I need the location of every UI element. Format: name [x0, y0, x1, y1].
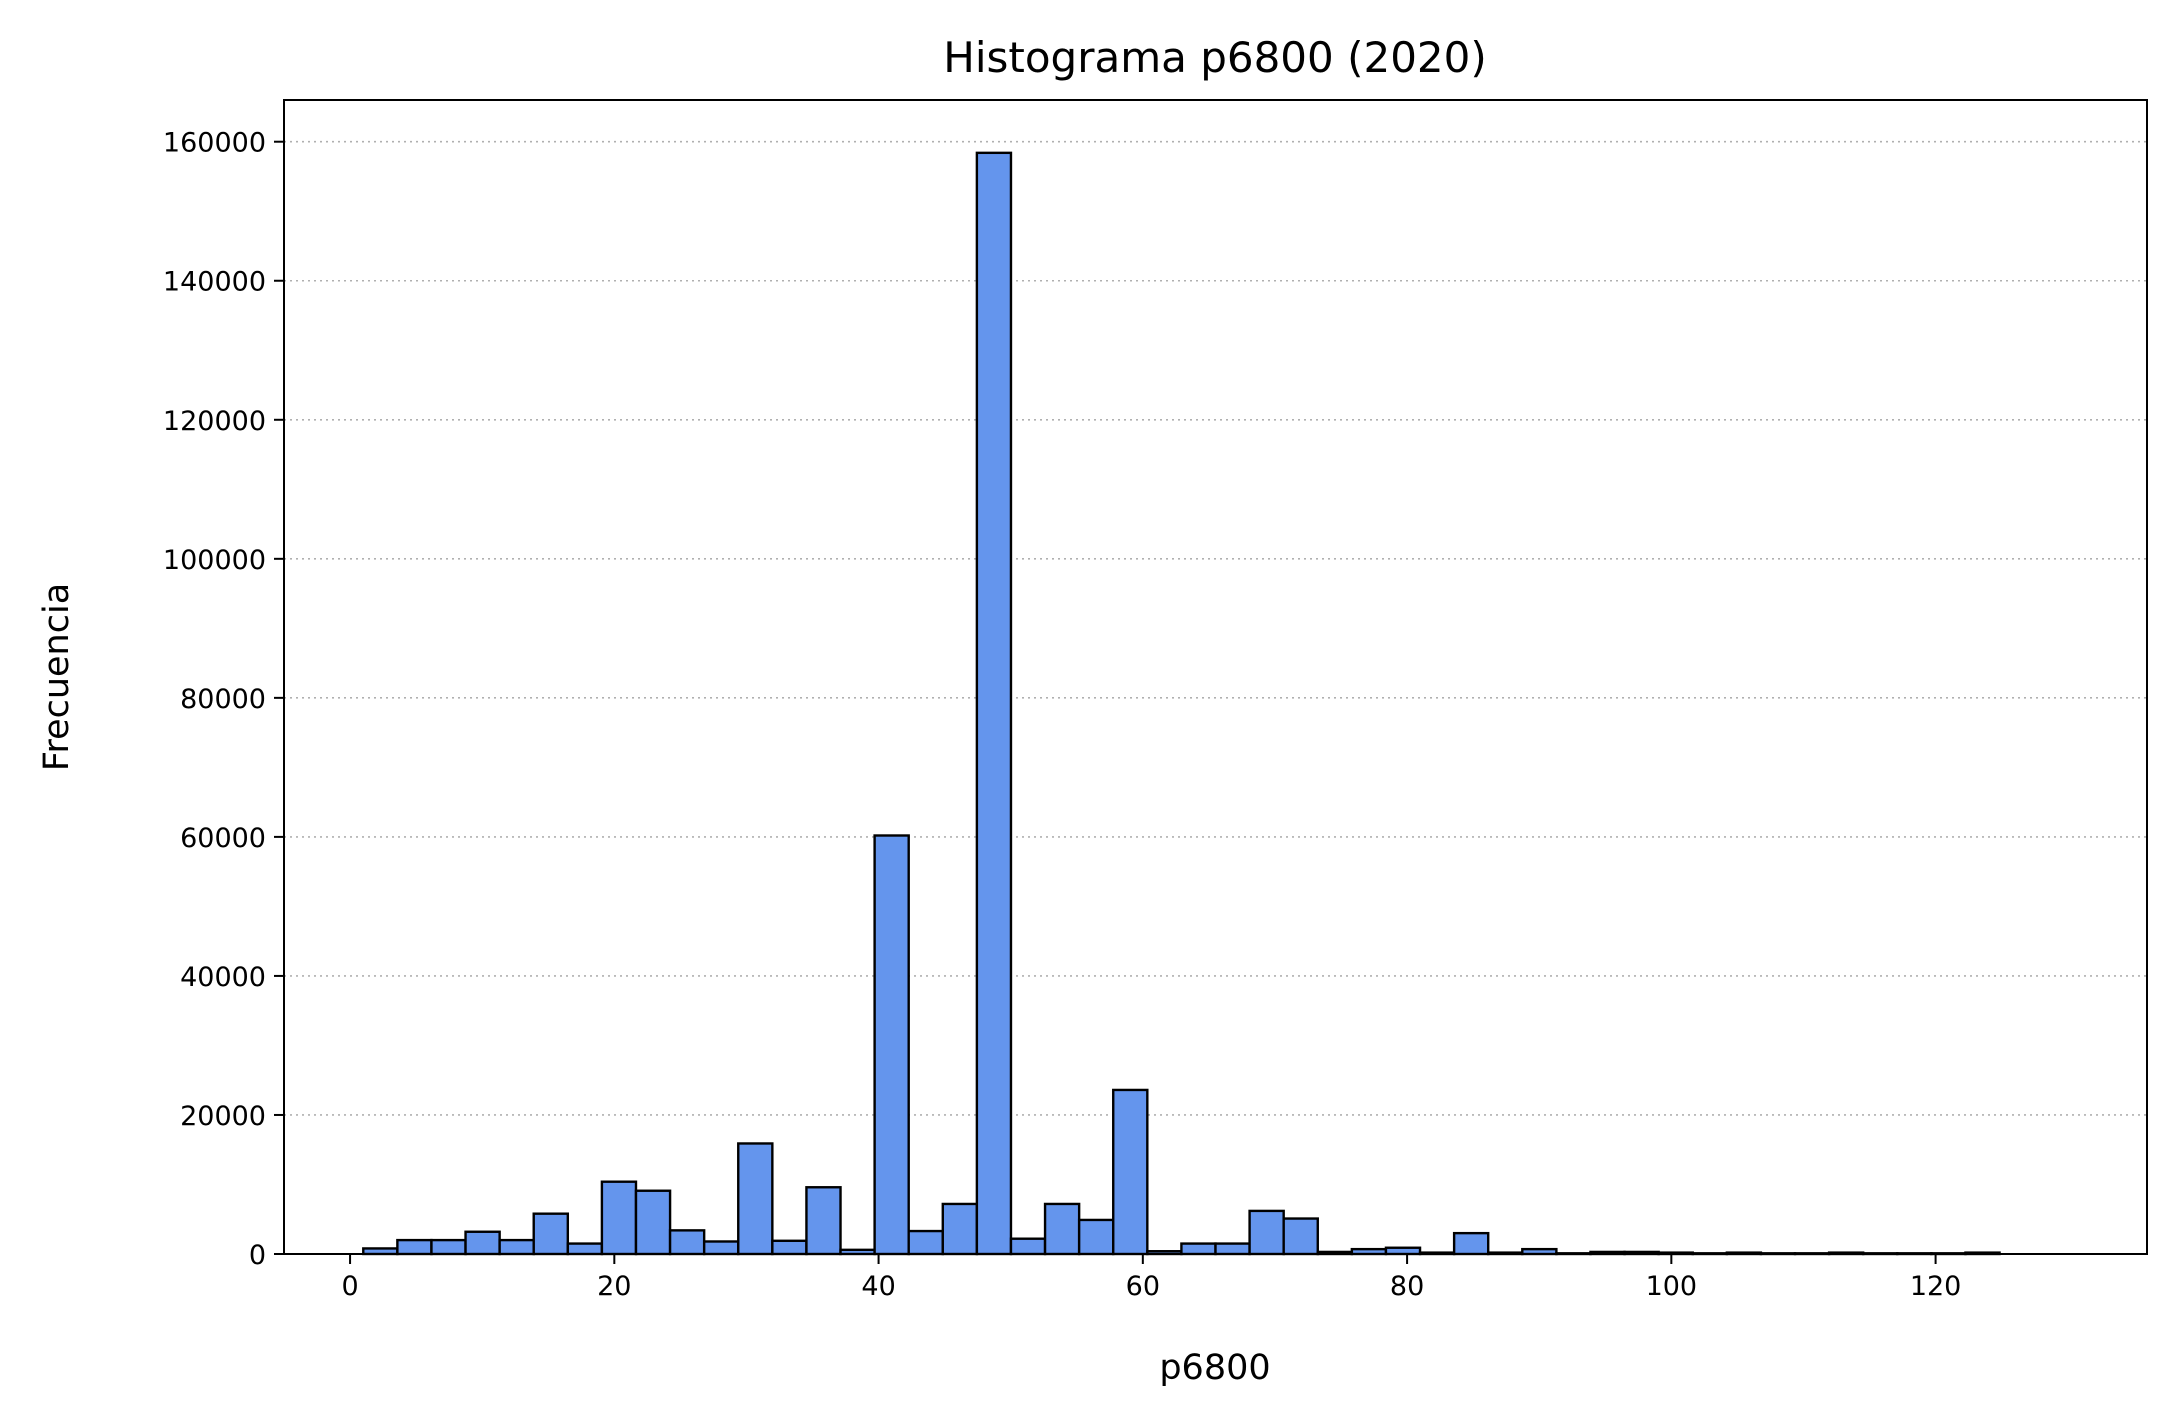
y-tick-label: 40000 [180, 962, 266, 993]
histogram-bar [668, 1229, 706, 1256]
histogram-bar [1009, 1237, 1047, 1256]
histogram-bar [532, 1212, 570, 1256]
x-tick-label: 120 [1910, 1271, 1962, 1302]
histogram-bar [1248, 1209, 1285, 1256]
x-tick-label: 60 [1126, 1271, 1160, 1302]
histogram-bar [464, 1230, 501, 1256]
plot-area-frame [283, 99, 2148, 1255]
histogram-bar [600, 1180, 638, 1256]
histogram-bar [873, 834, 910, 1256]
y-tick-label: 80000 [180, 684, 266, 715]
grid-lines [284, 140, 2147, 1116]
histogram-bar [941, 1202, 979, 1256]
y-tick-label: 120000 [163, 406, 266, 437]
chart-title: Histograma p6800 (2020) [943, 33, 1487, 82]
x-axis-ticks: 0 20 40 60 80 100 120 [341, 1254, 1961, 1302]
y-axis-ticks: 0 20000 40000 60000 80000 100000 120000 140000 1… [163, 128, 284, 1271]
y-tick-label: 0 [249, 1240, 266, 1271]
x-tick-label: 40 [861, 1271, 895, 1302]
histogram-bars [362, 151, 2001, 1256]
y-tick-label: 160000 [163, 128, 266, 159]
histogram-bar [1077, 1218, 1115, 1256]
y-tick-label: 140000 [163, 267, 266, 298]
x-tick-label: 100 [1646, 1271, 1698, 1302]
y-tick-label: 100000 [163, 545, 266, 576]
histogram-bar [1043, 1202, 1081, 1256]
histogram-bar [907, 1229, 944, 1256]
y-tick-label: 60000 [180, 823, 266, 854]
y-tick-label: 20000 [180, 1101, 266, 1132]
histogram-bar [566, 1242, 604, 1256]
histogram-bar [1452, 1231, 1490, 1256]
x-tick-label: 0 [341, 1271, 358, 1302]
histogram-bar [1112, 1088, 1149, 1256]
histogram-bar [1282, 1217, 1319, 1256]
histogram-bar [1214, 1242, 1251, 1256]
histogram-bar [498, 1238, 535, 1256]
x-axis-label: p6800 [1159, 1348, 1270, 1388]
histogram-bar [634, 1189, 672, 1256]
histogram-bar [805, 1186, 842, 1256]
y-axis-label: Frecuencia [37, 583, 77, 771]
histogram-bar [430, 1238, 467, 1256]
histogram-bar [1180, 1242, 1217, 1256]
x-tick-label: 20 [597, 1271, 631, 1302]
histogram-bar [975, 151, 1013, 1256]
histogram-bar [737, 1142, 774, 1256]
histogram-bar [771, 1239, 808, 1256]
histogram-bar [702, 1240, 740, 1256]
x-tick-label: 80 [1390, 1271, 1424, 1302]
histogram-bar [396, 1238, 433, 1256]
